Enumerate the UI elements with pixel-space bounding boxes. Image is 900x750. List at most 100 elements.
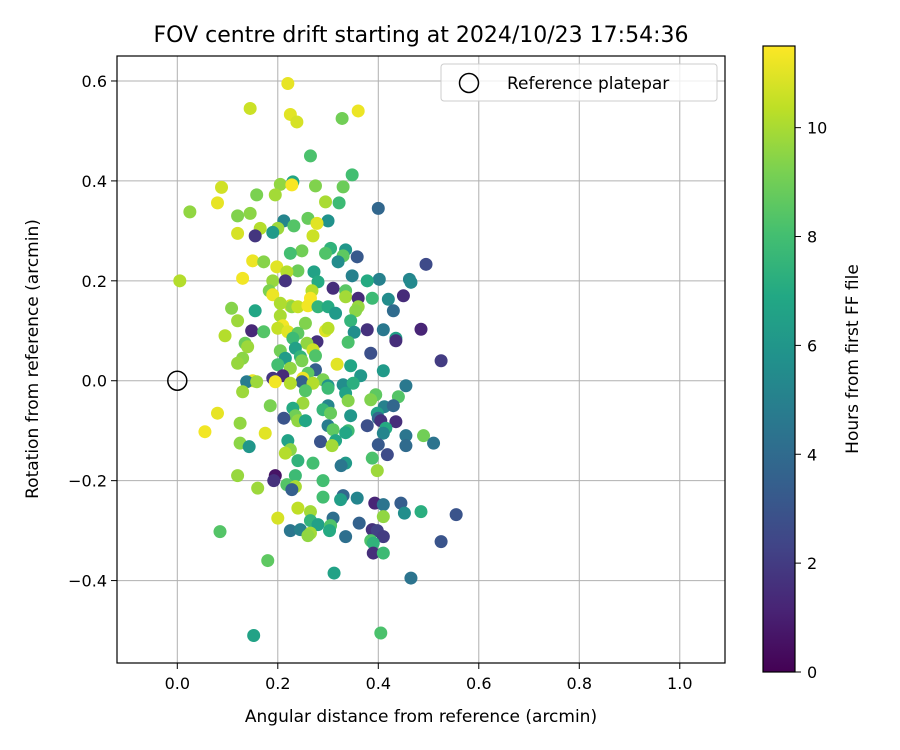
colorbar-tick-label: 8 xyxy=(807,228,817,247)
data-point xyxy=(266,225,280,239)
data-point xyxy=(339,530,353,544)
data-point xyxy=(248,229,262,243)
plot-area: 0.0 0.2 0.4 0.6 0.8 1.0 −0.4 −0.2 0.0 0.2 0.4 0.6 xyxy=(68,55,726,693)
data-point xyxy=(321,381,335,395)
data-point xyxy=(414,505,428,519)
data-point xyxy=(246,254,260,268)
data-point xyxy=(291,501,305,515)
data-point xyxy=(218,329,232,343)
data-point xyxy=(344,359,358,373)
data-point xyxy=(306,456,320,470)
data-point xyxy=(241,340,255,354)
data-point xyxy=(173,274,187,288)
data-point xyxy=(306,229,320,243)
data-point xyxy=(296,396,310,410)
colorbar-tick-label: 0 xyxy=(807,663,817,682)
data-point xyxy=(277,411,291,425)
data-point xyxy=(310,216,324,230)
legend[interactable]: Reference platepar xyxy=(440,63,718,102)
data-point xyxy=(326,281,340,295)
data-point xyxy=(345,168,359,182)
data-point xyxy=(236,271,250,285)
y-axis-label: Rotation from reference (arcmin) xyxy=(23,219,43,499)
y-tick-label: 0.4 xyxy=(82,172,107,191)
data-point xyxy=(273,309,287,323)
data-point xyxy=(210,196,224,210)
data-point xyxy=(242,440,256,454)
data-point xyxy=(243,101,257,115)
data-point xyxy=(283,524,297,538)
data-point xyxy=(324,406,338,420)
data-point xyxy=(414,322,428,336)
data-point xyxy=(283,376,297,390)
y-tick-label: 0.0 xyxy=(82,372,107,391)
data-point xyxy=(303,149,317,163)
data-point xyxy=(261,554,275,568)
data-point xyxy=(372,272,386,286)
data-point xyxy=(321,321,335,335)
data-point xyxy=(399,379,413,393)
data-point xyxy=(389,334,403,348)
data-point xyxy=(323,524,337,538)
data-point xyxy=(349,304,363,318)
data-point xyxy=(366,536,380,550)
data-point xyxy=(319,246,333,260)
legend-box xyxy=(440,63,718,102)
data-point xyxy=(366,546,380,560)
data-point xyxy=(290,115,304,129)
colorbar-gradient xyxy=(762,45,796,673)
data-point xyxy=(291,454,305,468)
data-point xyxy=(399,429,413,443)
data-point xyxy=(271,321,285,335)
data-point xyxy=(364,346,378,360)
data-point xyxy=(365,291,379,305)
data-point xyxy=(417,429,431,443)
legend-circle-marker-icon xyxy=(458,72,480,94)
data-point xyxy=(295,354,309,368)
data-point xyxy=(321,214,335,228)
data-point xyxy=(334,493,348,507)
data-point xyxy=(266,288,280,302)
data-point xyxy=(316,490,330,504)
y-axis-ticks: −0.4 −0.2 0.0 0.2 0.4 0.6 xyxy=(68,72,117,591)
chart-title: FOV centre drift starting at 2024/10/23 … xyxy=(154,23,689,48)
data-point xyxy=(291,264,305,278)
data-point xyxy=(248,304,262,318)
data-point xyxy=(307,265,321,279)
data-point xyxy=(298,384,312,398)
data-point xyxy=(311,518,325,532)
data-point xyxy=(291,300,305,314)
data-point xyxy=(225,301,239,315)
data-point xyxy=(288,469,302,483)
data-point xyxy=(273,296,287,310)
x-tick-label: 0.4 xyxy=(366,674,391,693)
data-point xyxy=(301,299,315,313)
data-point xyxy=(314,435,328,449)
reference-platepar-marker xyxy=(167,370,188,391)
y-tick-label: 0.2 xyxy=(82,272,107,291)
data-point xyxy=(257,325,271,339)
data-point xyxy=(266,274,280,288)
data-point xyxy=(285,178,299,192)
data-point xyxy=(399,439,413,453)
data-point xyxy=(251,481,265,495)
data-point xyxy=(347,325,361,339)
colorbar-tick-label: 4 xyxy=(807,445,817,464)
data-point xyxy=(365,451,379,465)
data-point xyxy=(286,331,300,345)
data-point xyxy=(295,244,309,258)
data-point xyxy=(329,306,343,320)
x-tick-label: 0.2 xyxy=(265,674,290,693)
data-point xyxy=(319,195,333,209)
data-point xyxy=(215,180,229,194)
data-point xyxy=(308,179,322,193)
scatter-points xyxy=(173,76,463,643)
data-point xyxy=(380,448,394,462)
data-point xyxy=(245,324,259,338)
data-point xyxy=(341,335,355,349)
data-point xyxy=(370,464,384,478)
data-point xyxy=(386,304,400,318)
data-point xyxy=(257,255,271,269)
data-point xyxy=(341,394,355,408)
